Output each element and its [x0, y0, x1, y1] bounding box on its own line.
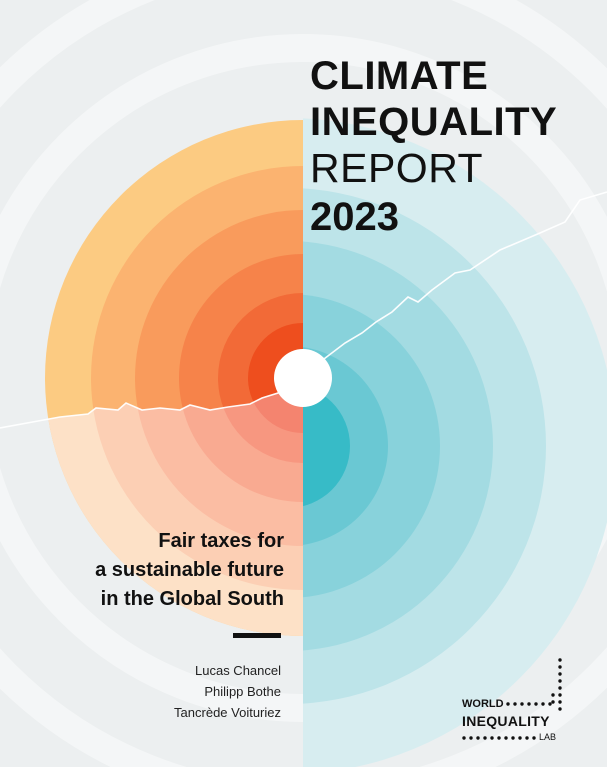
- center-circle: [274, 349, 332, 407]
- report-title: CLIMATE INEQUALITY REPORT 2023: [310, 56, 557, 237]
- warm-lower-ring-5: [218, 378, 303, 463]
- title-line-inequality: INEQUALITY: [310, 100, 558, 144]
- subtitle-line-2: a sustainable future: [95, 559, 284, 581]
- author-list: Lucas Chancel Philipp Bothe Tancrède Voi…: [174, 660, 281, 723]
- warm-lower-ring-6: [248, 378, 303, 433]
- warm-lower-ring-4: [179, 378, 303, 502]
- subtitle-line-3: in the Global South: [100, 588, 284, 610]
- divider-bar: [233, 633, 281, 638]
- cool-ring-6: [303, 385, 350, 507]
- logo-text-lab: LAB: [539, 732, 557, 742]
- author-name: Philipp Bothe: [204, 684, 281, 699]
- report-subtitle: Fair taxes for a sustainable future in t…: [95, 527, 284, 614]
- logo-text-world: WORLD: [462, 698, 504, 710]
- logo-text-inequality: INEQUALITY: [462, 713, 550, 729]
- warm-rings-lower: [45, 378, 303, 636]
- author-name: Tancrède Voituriez: [174, 705, 281, 720]
- logo-dots-icon: [462, 658, 562, 740]
- cool-rings: [303, 118, 607, 767]
- subtitle-line-1: Fair taxes for: [158, 530, 284, 552]
- title-line-year: 2023: [310, 195, 399, 239]
- title-line-climate: CLIMATE: [310, 54, 489, 98]
- title-line-report: REPORT: [310, 145, 484, 191]
- author-name: Lucas Chancel: [195, 663, 281, 678]
- world-inequality-lab-logo: WORLD INEQUALITY LAB: [440, 655, 565, 745]
